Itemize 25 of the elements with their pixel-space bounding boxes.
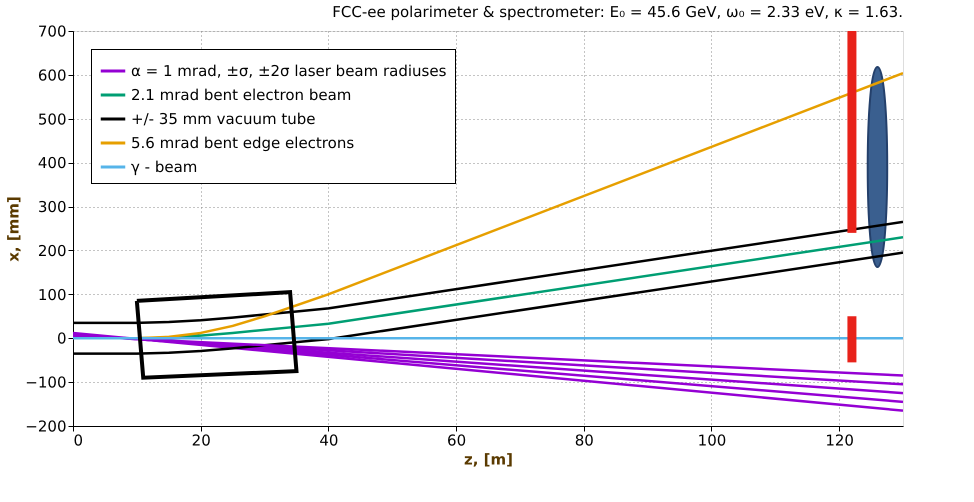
y-tick-label: 100 — [38, 286, 66, 304]
legend-label: γ - beam — [131, 158, 198, 176]
x-tick-label: 80 — [574, 432, 594, 450]
legend-label: 2.1 mrad bent electron beam — [131, 86, 352, 104]
legend-label: 5.6 mrad bent edge electrons — [131, 134, 354, 152]
y-tick-label: 500 — [38, 110, 66, 128]
legend-label: α = 1 mrad, ±σ, ±2σ laser beam radiuses — [131, 62, 447, 80]
x-axis-title: z, [m] — [464, 450, 513, 468]
y-tick-label: 400 — [38, 154, 66, 172]
chart-title: FCC-ee polarimeter & spectrometer: E₀ = 45.6 GeV, ω₀ = 2.33 eV, κ = 1.63. — [332, 3, 903, 21]
y-tick-label: 600 — [38, 66, 66, 84]
x-tick-label: 120 — [825, 432, 854, 450]
y-axis-title: x, [mm] — [4, 196, 22, 262]
y-tick-label: −100 — [25, 374, 66, 392]
y-tick-label: 0 — [56, 330, 66, 348]
y-tick-label: 200 — [38, 242, 66, 260]
x-tick-label: 0 — [74, 432, 84, 450]
y-tick-label: 300 — [38, 198, 66, 216]
legend-label: +/- 35 mm vacuum tube — [131, 110, 316, 128]
x-tick-label: 20 — [192, 432, 211, 450]
y-tick-label: −200 — [25, 418, 66, 436]
x-tick-label: 100 — [698, 432, 726, 450]
y-tick-label: 700 — [38, 22, 66, 40]
x-tick-label: 40 — [319, 432, 338, 450]
x-tick-label: 60 — [447, 432, 466, 450]
